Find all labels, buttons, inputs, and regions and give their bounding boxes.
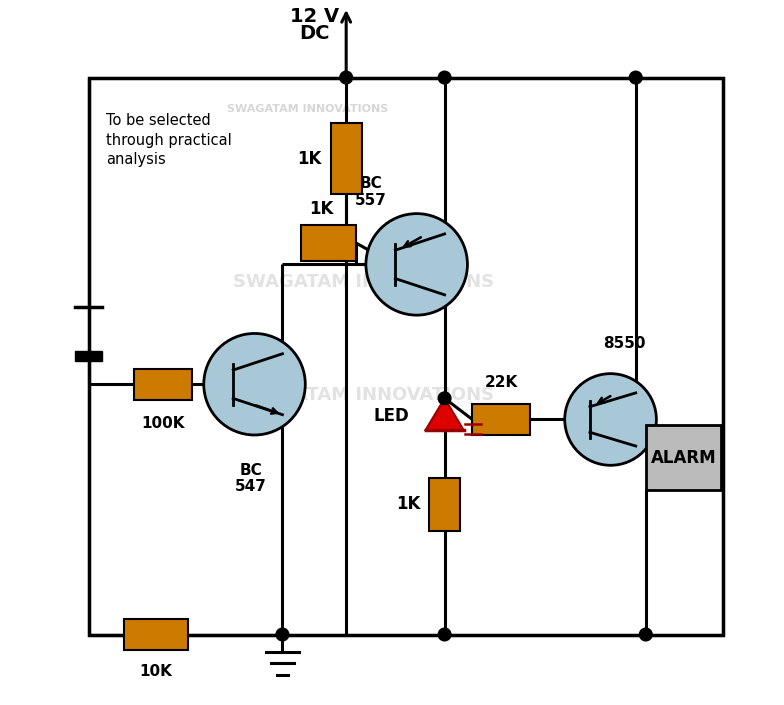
Bar xyxy=(473,404,530,435)
Text: 8550: 8550 xyxy=(604,336,646,351)
Circle shape xyxy=(640,628,652,641)
Circle shape xyxy=(366,214,467,315)
Text: 10K: 10K xyxy=(140,663,172,679)
Polygon shape xyxy=(426,398,463,430)
Text: 12 V: 12 V xyxy=(290,7,339,25)
Text: To be selected
through practical
analysis: To be selected through practical analysi… xyxy=(107,113,232,167)
Text: 547: 547 xyxy=(235,479,267,494)
Circle shape xyxy=(438,392,451,405)
Bar xyxy=(134,369,192,400)
Bar xyxy=(124,619,187,650)
Bar xyxy=(646,425,721,490)
Circle shape xyxy=(438,628,451,641)
Bar xyxy=(300,226,357,261)
Text: 1K: 1K xyxy=(310,200,334,219)
Text: DC: DC xyxy=(299,24,330,42)
Text: LED: LED xyxy=(374,407,409,425)
Circle shape xyxy=(339,71,353,84)
Text: ALARM: ALARM xyxy=(651,448,717,467)
Circle shape xyxy=(630,71,642,84)
Text: SWAGATAM INNOVATIONS: SWAGATAM INNOVATIONS xyxy=(233,386,495,404)
Circle shape xyxy=(276,628,289,641)
Text: 1K: 1K xyxy=(297,149,321,168)
Text: BC: BC xyxy=(240,463,263,478)
Bar xyxy=(75,351,102,361)
Bar xyxy=(331,123,361,194)
Circle shape xyxy=(438,71,451,84)
Circle shape xyxy=(564,374,656,465)
Text: 557: 557 xyxy=(355,193,387,208)
Text: 1K: 1K xyxy=(396,495,420,513)
Bar xyxy=(429,478,460,530)
Text: 22K: 22K xyxy=(485,375,518,391)
Circle shape xyxy=(204,333,305,435)
Bar xyxy=(89,78,724,634)
Text: 100K: 100K xyxy=(141,415,184,431)
Text: SWAGATAM INNOVATIONS: SWAGATAM INNOVATIONS xyxy=(227,104,388,114)
Text: BC: BC xyxy=(360,176,383,191)
Text: SWAGATAM INNOVATIONS: SWAGATAM INNOVATIONS xyxy=(233,273,495,291)
